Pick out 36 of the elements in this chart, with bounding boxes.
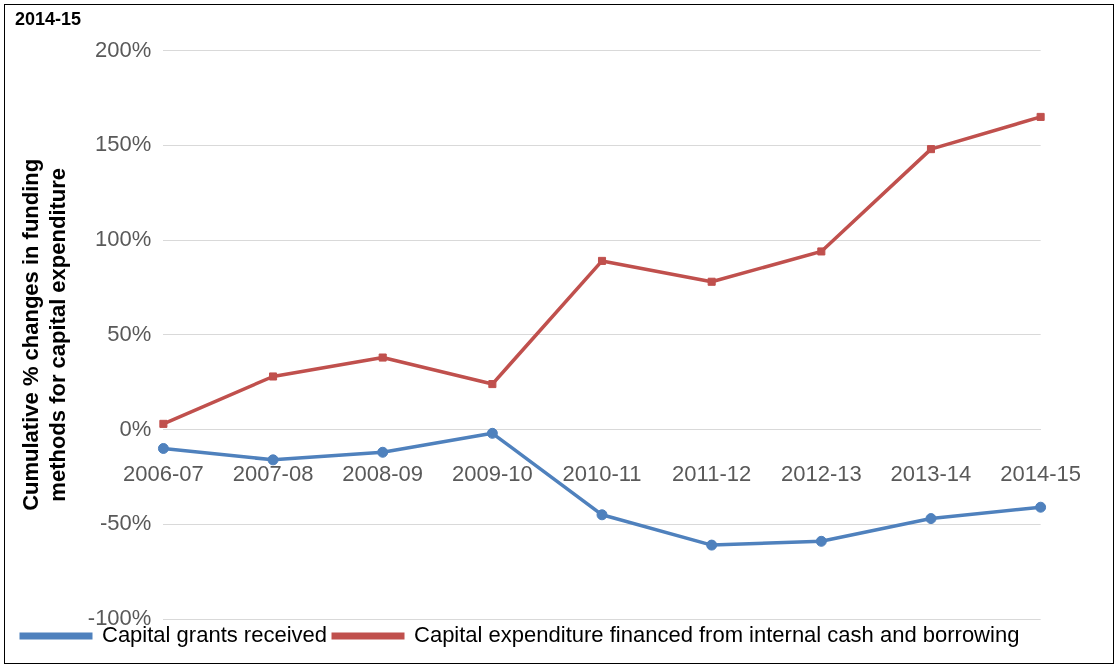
point <box>815 535 827 547</box>
x-tick-label: 2007-08 <box>232 460 314 486</box>
point <box>269 372 278 381</box>
point <box>157 442 169 454</box>
x-tick-label: 2013-14 <box>890 460 972 486</box>
point <box>925 513 937 525</box>
point <box>597 256 607 265</box>
point <box>378 353 387 362</box>
chart-title: 2014-15 <box>15 8 82 29</box>
y-axis-title: Cumulative % changes in funding methods for capital expenditure <box>18 158 70 511</box>
y-tick-label: 150% <box>95 131 152 157</box>
point <box>159 419 168 428</box>
y-tick-label: 200% <box>95 36 152 62</box>
y-tick-label: -50% <box>100 510 152 536</box>
point <box>817 247 826 256</box>
point <box>486 427 498 439</box>
point <box>1035 501 1047 513</box>
x-tick-label: 2014-15 <box>1000 460 1082 486</box>
point <box>596 509 608 521</box>
x-tick-label: 2008-09 <box>342 460 424 486</box>
y-tick-label: 50% <box>107 320 152 346</box>
point <box>707 277 716 286</box>
point <box>488 380 497 389</box>
point <box>377 446 389 458</box>
point <box>926 145 936 154</box>
x-tick-label: 2009-10 <box>451 460 533 486</box>
point <box>1036 112 1045 121</box>
y-tick-label: 0% <box>119 415 152 441</box>
point <box>706 539 718 551</box>
x-tick-label: 2012-13 <box>780 460 862 486</box>
x-tick-label: 2006-07 <box>123 460 204 486</box>
legend-label: Capital expenditure financed from internal cash and borrowing <box>414 622 1020 648</box>
point <box>267 454 279 466</box>
x-tick-label: 2011-12 <box>672 460 752 486</box>
y-tick-label: 100% <box>95 226 152 252</box>
x-tick-label: 2010-11 <box>562 460 642 486</box>
